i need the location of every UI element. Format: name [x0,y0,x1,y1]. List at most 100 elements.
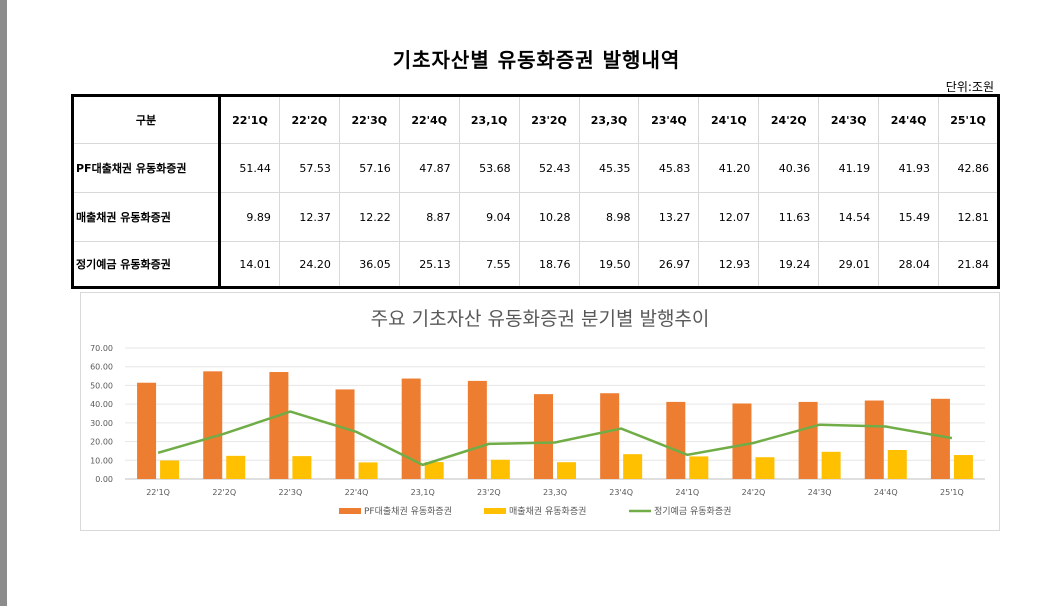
y-tick-label: 20.00 [90,438,113,447]
column-header: 23,1Q [458,95,520,144]
bar [292,456,312,479]
bar [490,459,510,479]
table-cell: 18.76 [518,241,580,288]
legend-swatch [484,508,506,514]
table-cell: 26.97 [638,241,699,288]
x-tick-label: 24'3Q [808,488,832,497]
series-line [157,410,953,467]
table-cell: 15.49 [878,192,939,242]
bar [821,451,841,479]
y-tick-label: 40.00 [90,400,113,409]
chart-svg: 주요 기초자산 유동화증권 분기별 발행추이 0.00 10.00 20.00 30.0… [90,308,985,517]
bar [137,382,157,479]
column-header: 22'2Q [278,95,340,144]
column-header: 22'1Q [219,95,280,144]
table-cell: 9.89 [219,192,280,242]
bar [623,454,643,479]
bar [358,462,378,479]
x-tick-label: 25'1Q [940,488,964,497]
table-cell: 24.20 [278,241,340,288]
column-header: 24'3Q [818,95,879,144]
bar [226,455,246,479]
x-tick-label: 23'4Q [609,488,633,497]
row-label: 정기예금 유동화증권 [72,241,221,288]
table-cell: 41.20 [698,143,759,193]
x-tick-label: 23,3Q [543,488,567,497]
bar [732,403,752,479]
bar [467,380,487,479]
bar [424,462,444,479]
table-cell: 14.54 [818,192,879,242]
row-label: PF대출채권 유동화증권 [72,143,221,193]
bar [798,401,818,479]
bar [335,389,355,479]
bar [953,455,973,479]
table-cell: 10.28 [518,192,580,242]
bar [557,462,576,479]
table-cell: 47.87 [398,143,460,193]
bar [887,450,907,479]
bar [160,460,180,479]
table-cell: 14.01 [219,241,280,288]
legend-label: PF대출채권 유동화증권 [364,505,452,517]
column-header: 24'1Q [698,95,759,144]
x-tick-label: 22'2Q [212,488,236,497]
column-header: 23,3Q [578,95,639,144]
table-cell: 9.04 [458,192,520,242]
table-cell: 12.22 [338,192,400,242]
column-header: 23'4Q [638,95,699,144]
table-corner-header: 구분 [72,95,221,144]
x-tick-label: 23'2Q [477,488,501,497]
column-header: 24'2Q [758,95,819,144]
bar [401,378,421,479]
x-tick-label: 22'3Q [279,488,303,497]
bar [864,400,884,479]
table-header-row: 구분 22'1Q 22'2Q 22'3Q 22'4Q 23,1Q 23'2Q 23,3Q 23… [72,95,999,144]
column-header: 24'4Q [878,95,939,144]
column-header: 22'4Q [398,95,460,144]
y-tick-label: 10.00 [90,456,113,465]
bar [755,457,775,479]
chart-title: 주요 기초자산 유동화증권 분기별 발행추이 [371,308,710,330]
y-tick-label: 70.00 [90,344,113,353]
unit-label: 단위:조원 [945,80,994,94]
bar [930,398,950,479]
table-cell: 19.24 [758,241,819,288]
x-tick-label: 24'2Q [742,488,766,497]
y-tick-label: 30.00 [90,419,113,428]
table-row: 정기예금 유동화증권 14.01 24.20 36.05 25.13 7.55 18.76 1… [72,241,999,288]
x-tick-label: 22'1Q [146,488,170,497]
table-cell: 12.93 [698,241,759,288]
table-cell: 19.50 [578,241,639,288]
bar [689,456,709,479]
table-cell: 45.35 [578,143,639,193]
table-cell: 28.04 [878,241,939,288]
legend-swatch [339,508,361,514]
x-tick-label: 24'4Q [874,488,898,497]
row-label: 매출채권 유동화증권 [72,192,221,242]
table-cell: 21.84 [938,241,999,288]
table-cell: 8.87 [398,192,460,242]
y-tick-label: 50.00 [90,381,113,390]
bar [600,393,620,479]
table-row: 매출채권 유동화증권 9.89 12.37 12.22 8.87 9.04 10.28 8.9… [72,192,999,242]
table-cell: 7.55 [458,241,520,288]
column-header: 23'2Q [518,95,580,144]
bar [666,401,686,479]
table-cell: 11.63 [758,192,819,242]
legend-label: 매출채권 유동화증권 [509,505,586,517]
issuance-table: 구분 22'1Q 22'2Q 22'3Q 22'4Q 23,1Q 23'2Q 23,3Q 23… [71,94,1000,289]
y-tick-label: 0.00 [95,475,113,484]
table-cell: 13.27 [638,192,699,242]
table-cell: 57.53 [278,143,340,193]
table-cell: 52.43 [518,143,580,193]
x-tick-label: 23,1Q [411,488,435,497]
table-cell: 25.13 [398,241,460,288]
x-tick-label: 24'1Q [675,488,699,497]
window-edge [0,0,7,606]
table-cell: 41.93 [878,143,939,193]
table-cell: 8.98 [578,192,639,242]
table-row: PF대출채권 유동화증권 51.44 57.53 57.16 47.87 53.68 52.… [72,143,999,193]
table-cell: 45.83 [638,143,699,193]
column-header: 25'1Q [938,95,999,144]
